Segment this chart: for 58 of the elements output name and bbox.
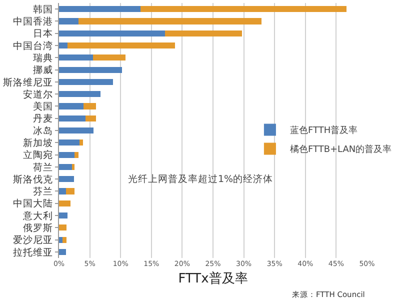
y-tick-label: 新加坡 [23,136,54,149]
bar [59,248,66,255]
y-tick-label: 日本 [33,28,54,40]
x-axis-title: FTTx普及率 [178,270,248,287]
y-tick-label: 冰岛 [33,124,54,137]
y-tick-label: 立陶宛 [23,149,54,162]
bar [66,188,74,194]
y-tick-label: 意大利 [22,210,54,222]
bar [59,152,74,158]
bar [59,42,68,49]
y-tick-label: 韩国 [33,3,54,16]
bar [68,42,175,49]
bar [74,152,79,158]
bar [59,200,71,206]
y-tick-label: 斯洛维尼亚 [3,76,54,88]
y-tick-label: 瑞典 [33,52,54,64]
annotation: 光纤上网普及率超过1%的经济体 [128,173,274,185]
legend-label: 橘色FTTB+LAN的普及率 [290,144,392,156]
y-tick-label: 丹麦 [33,112,54,125]
y-tick-label: 爱沙尼亚 [13,234,54,246]
bar [92,54,126,61]
legend-label: 蓝色FTTH普及率 [290,125,358,136]
bar [59,176,74,182]
bar [59,236,63,243]
bar [59,224,66,231]
bar [59,18,79,24]
bar [59,140,80,146]
bar [59,54,93,61]
bar [79,140,84,146]
y-tick-label: 芬兰 [33,186,54,198]
y-tick-label: 美国 [33,100,54,113]
bar [72,164,74,170]
bar [62,236,66,243]
bar [164,30,242,36]
bar [59,91,100,98]
bar [140,6,347,12]
bar [59,30,165,36]
bar [85,115,96,122]
bar [59,78,114,85]
bar [59,66,122,73]
bar [59,6,140,12]
bar [78,18,262,24]
y-tick-label: 荷兰 [33,161,54,174]
bar [59,212,68,219]
y-tick-label: 拉托维亚 [13,246,54,258]
bar [59,103,84,110]
y-tick-label: 挪威 [33,64,54,76]
bar [59,127,94,134]
y-tick-label: 中国香港 [13,16,54,28]
bar [59,115,86,122]
y-tick-label: 斯洛伐克 [13,173,54,186]
y-tick-label: 俄罗斯 [23,222,54,234]
bar [59,188,66,194]
y-tick-label: 中国台湾 [13,40,54,52]
y-tick-label: 中国大陆 [13,198,54,210]
bar [84,103,96,110]
y-tick-label: 安道尔 [23,88,54,100]
bar [59,164,72,170]
